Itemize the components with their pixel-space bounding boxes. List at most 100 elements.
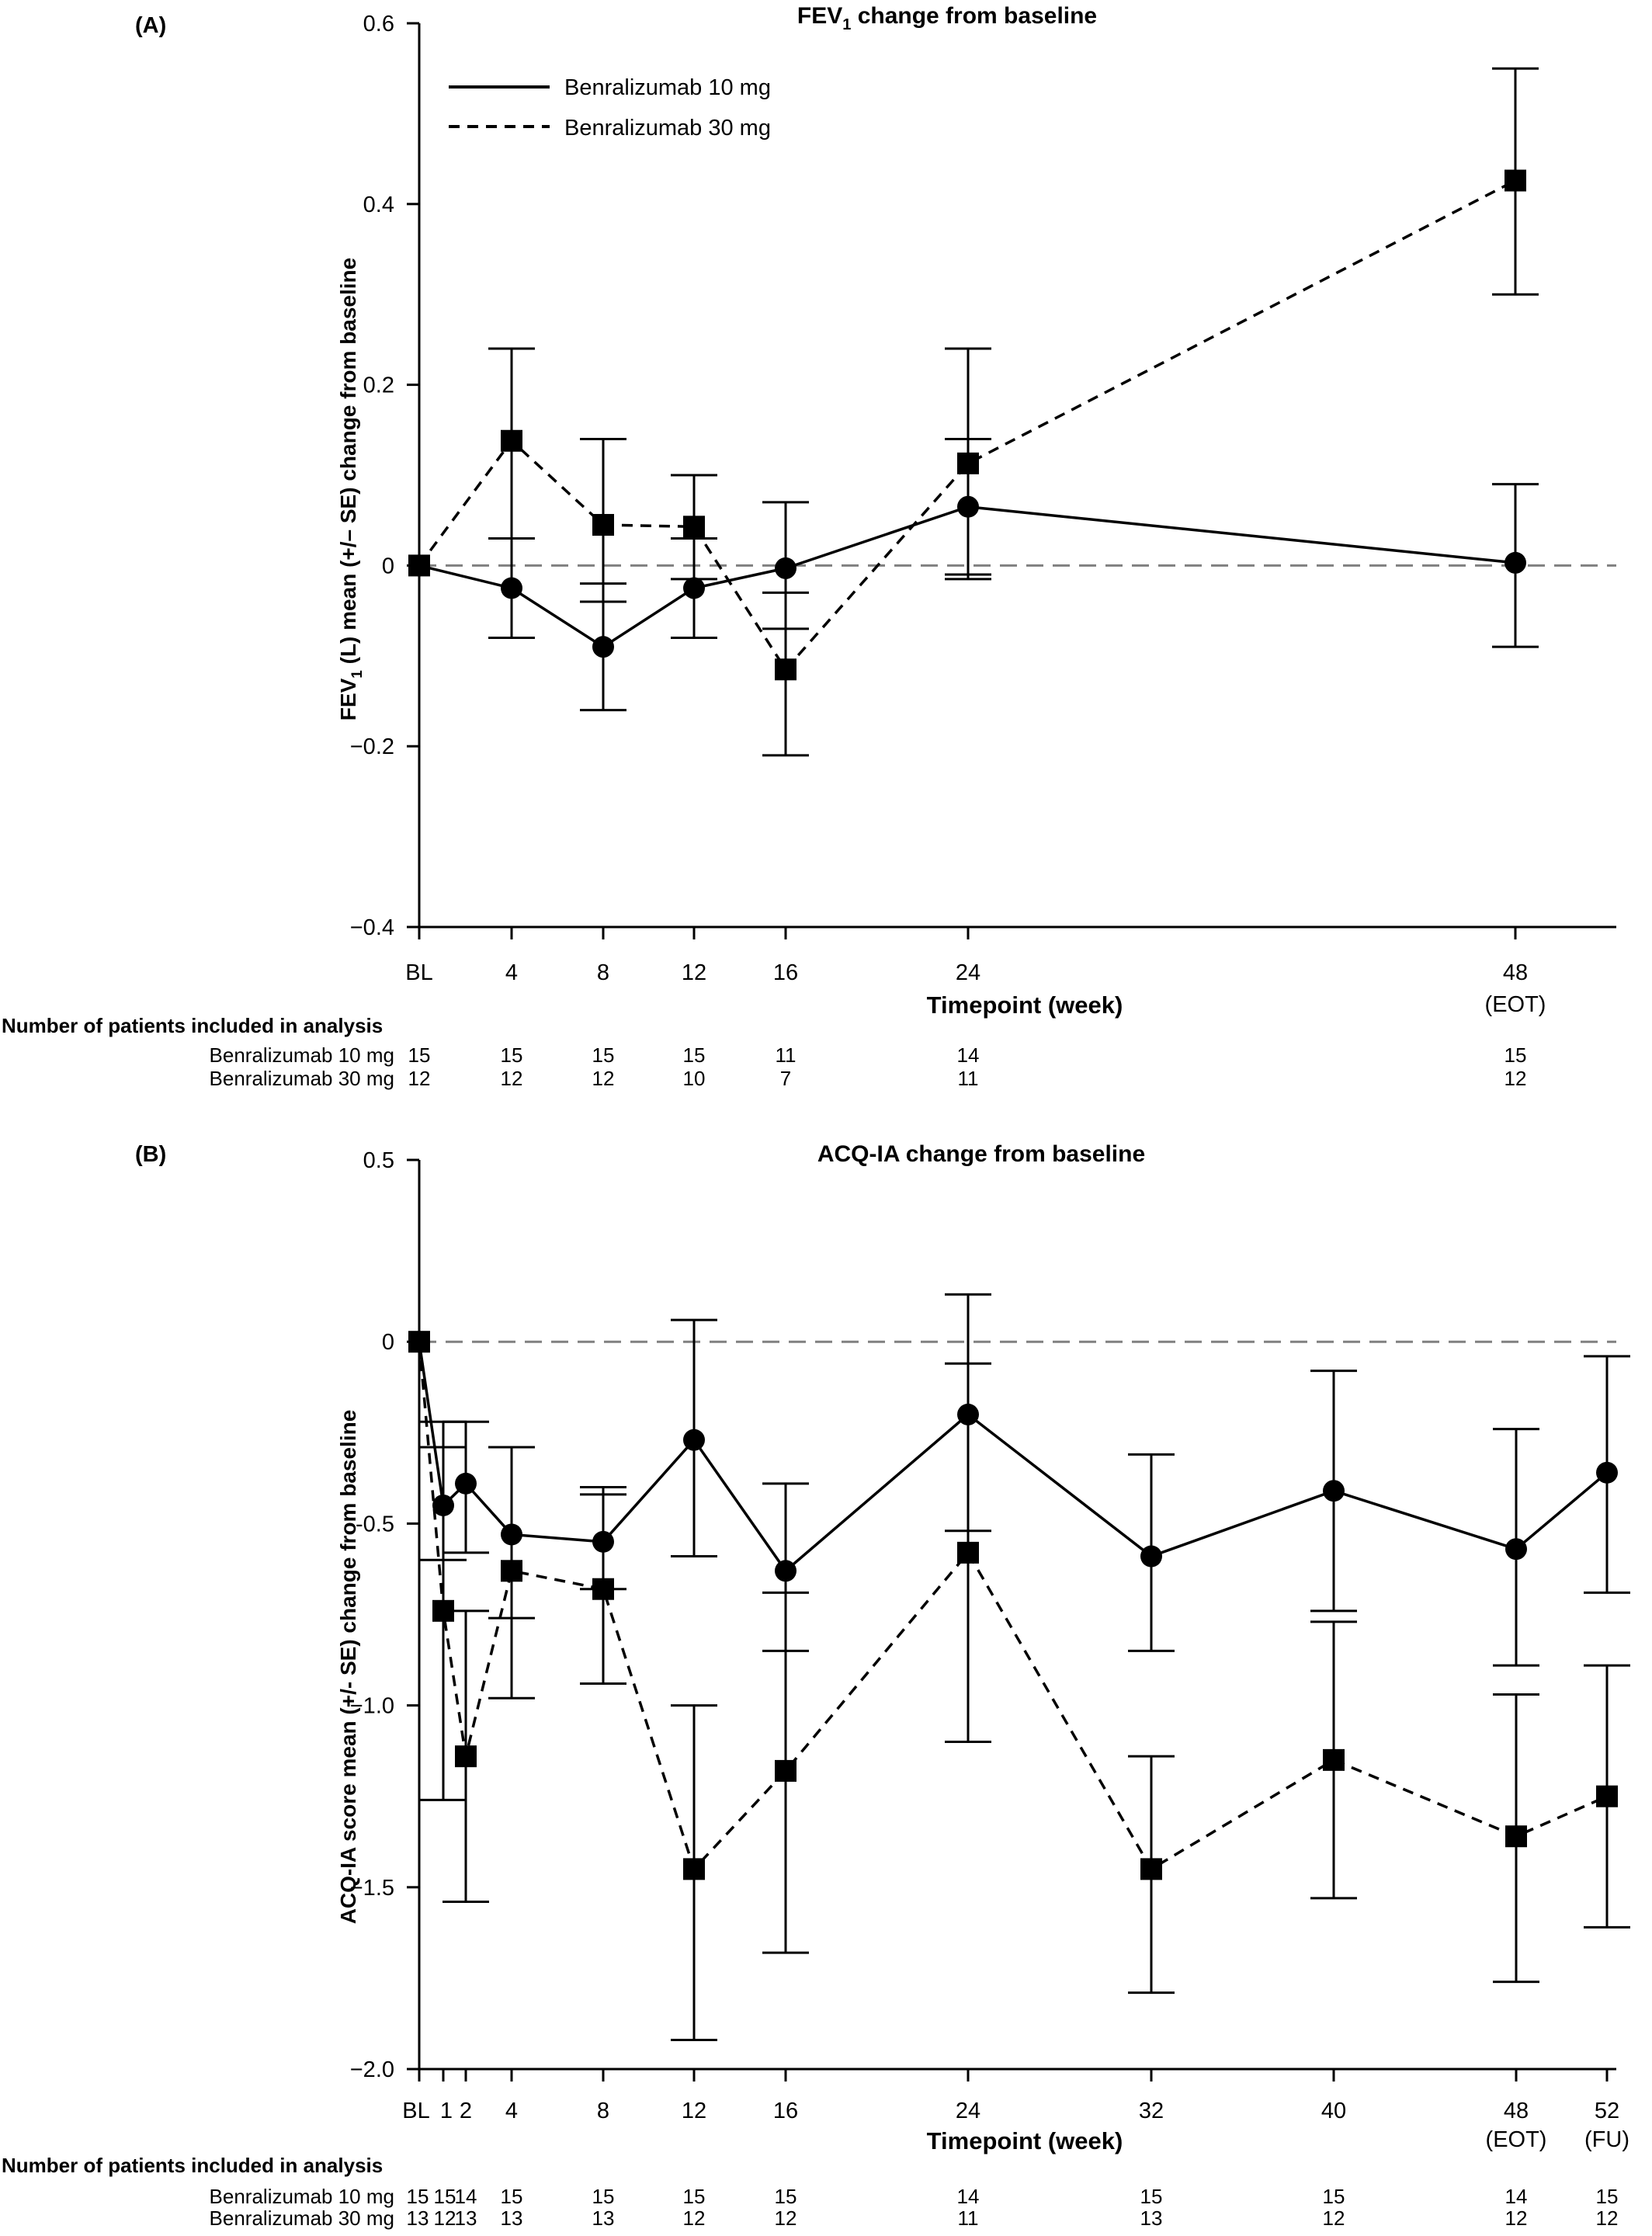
data-point-square: [1323, 1748, 1345, 1771]
data-point-circle: [1504, 551, 1526, 574]
patient-count: 15: [1323, 2185, 1345, 2208]
panel-a-legend: Benralizumab 10 mg Benralizumab 30 mg: [449, 75, 771, 141]
patient-count: 12: [683, 2206, 706, 2230]
data-point-square: [592, 1578, 614, 1600]
panel-a-y-axis-label: FEV1 (L) mean (+/– SE) change from basel…: [336, 258, 366, 720]
patient-count: 15: [1596, 2185, 1619, 2208]
patient-count: 13: [455, 2206, 477, 2230]
data-point-square: [408, 554, 430, 577]
x-tick-label: 8: [597, 2099, 609, 2123]
data-point-circle: [775, 1560, 796, 1582]
patient-count: 15: [775, 2185, 797, 2208]
y-tick-label: 0.6: [363, 12, 394, 36]
data-point-square: [1505, 1825, 1527, 1848]
legend-label-10mg: Benralizumab 10 mg: [564, 75, 771, 100]
patient-count: 14: [957, 2185, 980, 2208]
x-tick-label: 1: [440, 2099, 453, 2123]
patient-count: 7: [780, 1067, 791, 1090]
patient-count: 13: [501, 2206, 523, 2230]
x-tick-label: 52: [1595, 2099, 1619, 2123]
x-tick-label: 16: [773, 2099, 798, 2123]
x-tick-sublabel: (EOT): [1485, 992, 1546, 1017]
y-tick-label: −0.2: [350, 734, 394, 759]
series-line: [418, 1342, 1608, 1872]
data-point-circle: [1505, 1538, 1527, 1561]
panel-a-fev1-chart: (A) FEV1 change from baseline FEV1 (L) m…: [2, 3, 1616, 1090]
data-point-circle: [683, 1429, 705, 1451]
x-tick-label: 4: [505, 2099, 518, 2123]
x-tick-label: 48: [1504, 2099, 1529, 2123]
panel-a-label: (A): [135, 13, 166, 38]
patient-count: 15: [408, 1043, 431, 1067]
patient-count: 14: [1505, 2185, 1528, 2208]
data-point-square: [775, 1759, 796, 1782]
panel-b-patients-row-label-10mg: Benralizumab 10 mg: [210, 2185, 394, 2208]
series-30mg: [408, 67, 1539, 757]
panel-b-patients-row-label-30mg: Benralizumab 30 mg: [210, 2206, 394, 2230]
data-point-square: [775, 658, 796, 681]
patient-count: 12: [434, 2206, 456, 2230]
x-tick-label: 32: [1139, 2099, 1164, 2123]
x-tick-label: 48: [1503, 960, 1528, 985]
patient-count: 15: [501, 1043, 523, 1067]
panel-a-patients-row-label-30mg: Benralizumab 30 mg: [210, 1067, 394, 1090]
data-point-square: [1596, 1785, 1618, 1807]
y-tick-label: -0.5: [356, 1512, 394, 1536]
y-tick-label: 0: [382, 1330, 394, 1355]
y-tick-label: −2.0: [350, 2057, 394, 2082]
patient-count: 12: [592, 1067, 615, 1090]
patient-count: 15: [407, 2185, 429, 2208]
panel-b-label: (B): [135, 1142, 166, 1167]
patient-count: 15: [1140, 2185, 1163, 2208]
data-point-square: [1504, 169, 1526, 192]
patient-count: 12: [1596, 2206, 1619, 2230]
patient-count: 13: [407, 2206, 429, 2230]
data-point-square: [957, 1541, 979, 1564]
data-point-square: [501, 1560, 522, 1582]
y-tick-label: 0.5: [363, 1148, 394, 1173]
patient-count: 13: [1140, 2206, 1163, 2230]
legend-label-30mg: Benralizumab 30 mg: [564, 116, 771, 141]
panel-b-y-axis-label: ACQ-IA score mean (+/- SE) change from b…: [336, 1410, 360, 1925]
x-tick-label: 24: [956, 960, 980, 985]
panel-a-title: FEV1 change from baseline: [797, 3, 1097, 33]
patient-count: 14: [455, 2185, 477, 2208]
data-point-circle: [455, 1472, 477, 1495]
panel-b-patients-heading: Number of patients included in analysis: [2, 2154, 383, 2177]
patient-count: 11: [776, 1043, 796, 1067]
x-tick-label: 40: [1321, 2099, 1346, 2123]
patient-count: 12: [775, 2206, 797, 2230]
patient-count: 15: [592, 2185, 615, 2208]
patient-count: 10: [683, 1067, 706, 1090]
data-point-square: [592, 514, 614, 536]
x-tick-label: 4: [505, 960, 518, 985]
x-tick-label: BL: [405, 960, 432, 985]
y-tick-label: 0: [382, 554, 394, 578]
patient-count: 12: [1505, 2206, 1528, 2230]
series-30mg: [408, 1331, 1630, 2042]
x-tick-sublabel: (FU): [1584, 2127, 1629, 2152]
panel-a-x-axis-label: Timepoint (week): [927, 991, 1123, 1019]
data-point-circle: [1140, 1545, 1162, 1568]
data-point-square: [1140, 1858, 1162, 1880]
data-point-circle: [501, 577, 522, 599]
y-tick-label: −0.4: [350, 915, 394, 940]
data-point-circle: [592, 636, 614, 658]
x-tick-label: 12: [682, 2099, 706, 2123]
panel-b-title: ACQ-IA change from baseline: [817, 1141, 1145, 1167]
panel-a-patients-row-label-10mg: Benralizumab 10 mg: [210, 1043, 394, 1067]
x-tick-label: 12: [682, 960, 706, 985]
patient-count: 12: [1323, 2206, 1345, 2230]
y-tick-label: −1.5: [350, 1876, 394, 1901]
patient-count: 13: [592, 2206, 615, 2230]
data-point-circle: [1323, 1480, 1345, 1502]
data-point-square: [957, 452, 979, 474]
x-tick-label: 16: [773, 960, 798, 985]
y-tick-label: 0.2: [363, 373, 394, 398]
x-tick-label: 8: [597, 960, 609, 985]
x-tick-label: BL: [402, 2099, 429, 2123]
x-tick-sublabel: (EOT): [1486, 2127, 1547, 2152]
y-tick-label: 0.4: [363, 193, 394, 217]
data-point-circle: [775, 557, 796, 579]
